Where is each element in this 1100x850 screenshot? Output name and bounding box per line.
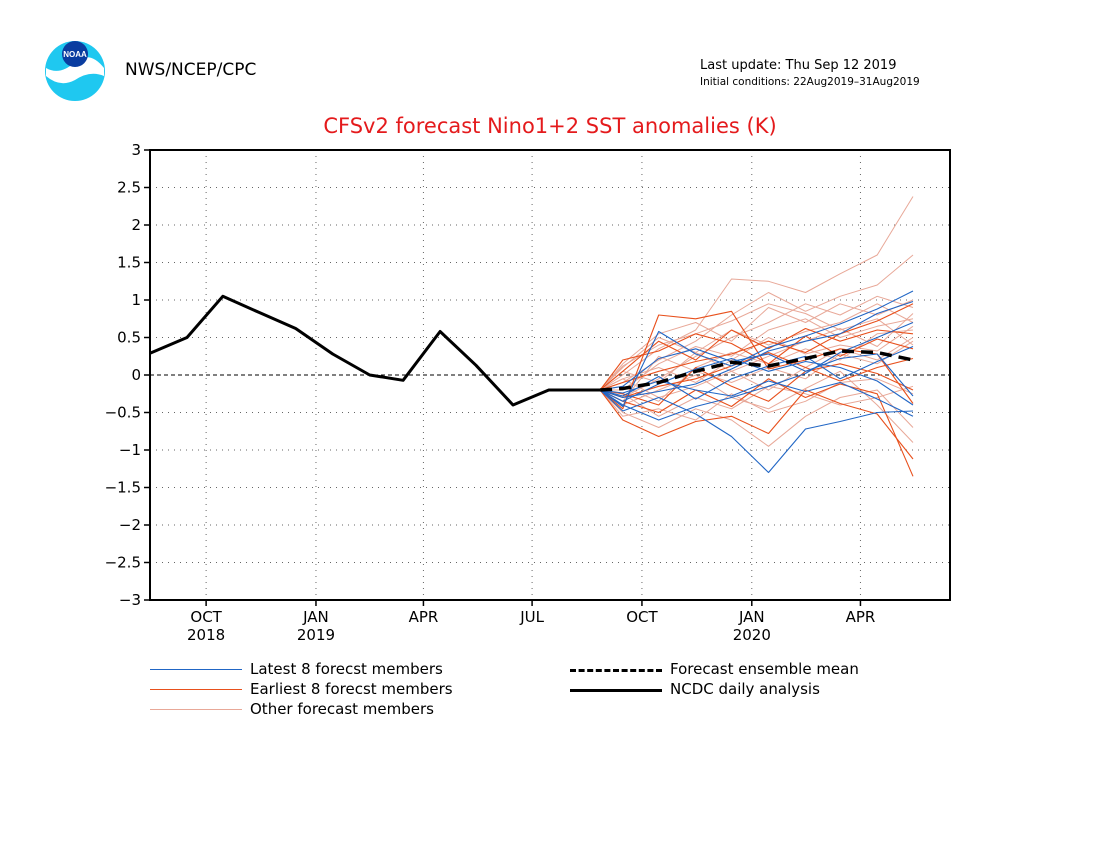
y-tick-label: 0 — [131, 366, 141, 384]
y-tick-label: 1.5 — [117, 254, 141, 272]
x-tick-year-label: 2019 — [297, 626, 335, 644]
other-member-line — [600, 385, 914, 417]
x-tick-label: APR — [409, 608, 439, 626]
earliest-member-line — [599, 310, 914, 410]
update-info: Last update: Thu Sep 12 2019 Initial con… — [700, 57, 920, 91]
y-tick-label: −3 — [119, 591, 141, 609]
plot-frame — [149, 149, 951, 601]
y-tick-label: −0.5 — [105, 404, 141, 422]
y-tick-label: 3 — [131, 141, 141, 159]
legend-earliest-label: Earliest 8 forecst members — [250, 680, 453, 698]
y-tick-label: −1 — [119, 441, 141, 459]
y-tick-label: −1.5 — [105, 479, 141, 497]
legend-other-label: Other forecast members — [250, 700, 434, 718]
earliest-member-line — [599, 327, 914, 391]
latest-member-line — [600, 348, 914, 397]
legend-earliest-swatch — [150, 689, 242, 690]
y-tick-label: 2 — [131, 216, 141, 234]
x-tick-year-label: 2018 — [187, 626, 225, 644]
latest-member-line — [599, 321, 914, 421]
y-tick-label: −2 — [119, 516, 141, 534]
legend-mean-label: Forecast ensemble mean — [670, 660, 859, 678]
x-tick-label: APR — [846, 608, 876, 626]
x-tick-label: OCT — [190, 608, 222, 626]
other-member-line — [599, 325, 914, 391]
latest-member-line — [599, 290, 914, 408]
earliest-member-line — [599, 333, 914, 391]
earliest-member-line — [599, 303, 914, 391]
y-tick-label: −2.5 — [105, 554, 141, 572]
latest-member-line — [599, 389, 914, 474]
legend-analysis-swatch — [570, 689, 662, 692]
ensemble-mean-line — [599, 349, 914, 392]
earliest-member-line — [599, 389, 914, 460]
other-member-line — [599, 337, 914, 398]
y-tick-label: 1 — [131, 291, 141, 309]
earliest-member-line — [599, 378, 914, 477]
other-member-line — [599, 254, 914, 391]
other-member-line — [599, 299, 914, 391]
other-member-line — [599, 340, 914, 402]
x-tick-label: OCT — [626, 608, 658, 626]
other-member-line — [599, 389, 914, 447]
legend-latest-label: Latest 8 forecst members — [250, 660, 443, 678]
legend-other-swatch — [150, 709, 242, 710]
x-tick-label: JUL — [519, 608, 544, 626]
legend-latest-swatch — [150, 669, 242, 670]
initial-conditions-text: Initial conditions: 22Aug2019–31Aug2019 — [700, 76, 920, 88]
x-tick-label: JAN — [738, 608, 765, 626]
y-tick-label: 2.5 — [117, 179, 141, 197]
analysis-line — [149, 294, 601, 407]
legend-analysis-label: NCDC daily analysis — [670, 680, 820, 698]
y-tick-label: 0.5 — [117, 329, 141, 347]
legend-mean-swatch — [570, 669, 662, 672]
x-tick-label: JAN — [302, 608, 329, 626]
chart-title: CFSv2 forecast Nino1+2 SST anomalies (K) — [323, 114, 777, 138]
earliest-member-line — [600, 363, 914, 406]
latest-member-line — [599, 300, 914, 399]
logo-text: NOAA — [63, 50, 87, 59]
noaa-logo: NOAA — [45, 41, 105, 101]
x-tick-year-label: 2020 — [733, 626, 771, 644]
agency-label: NWS/NCEP/CPC — [125, 60, 257, 80]
last-update-text: Last update: Thu Sep 12 2019 — [700, 58, 897, 73]
